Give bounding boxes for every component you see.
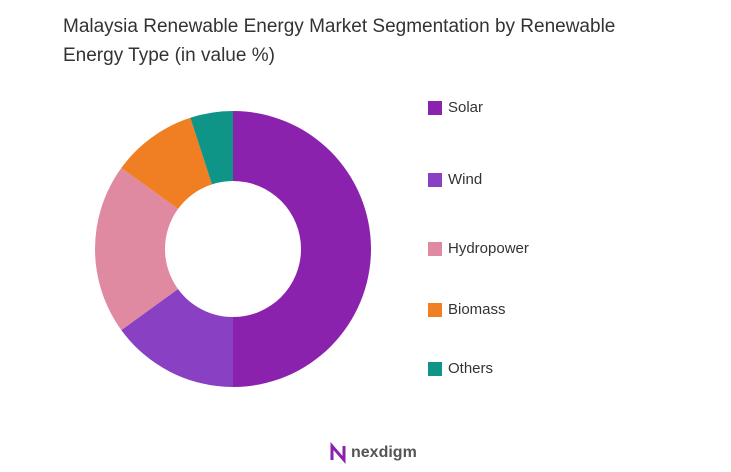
- legend-swatch: [428, 362, 442, 376]
- donut-slice: [190, 111, 233, 185]
- donut-slice: [94, 167, 178, 331]
- legend-label: Biomass: [448, 301, 506, 318]
- legend-swatch: [428, 303, 442, 317]
- legend-swatch: [428, 242, 442, 256]
- legend-label: Wind: [448, 171, 482, 188]
- legend-swatch: [428, 173, 442, 187]
- legend-label: Others: [448, 360, 493, 377]
- logo-icon: [330, 441, 346, 465]
- donut-slice: [233, 111, 371, 387]
- legend-swatch: [428, 101, 442, 115]
- watermark: nexdigm: [351, 444, 417, 461]
- donut-slice: [121, 117, 212, 210]
- chart-title: Malaysia Renewable Energy Market Segment…: [63, 16, 616, 66]
- legend-label: Solar: [448, 99, 483, 116]
- donut-slice: [121, 288, 233, 388]
- legend-label: Hydropower: [448, 240, 529, 257]
- logo: nexdigm: [330, 441, 417, 465]
